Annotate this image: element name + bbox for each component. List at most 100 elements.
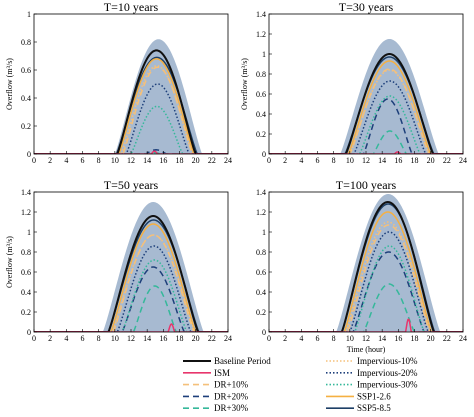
x-tick-label: 24: [224, 156, 232, 165]
series-line-baseline-period: [34, 215, 228, 332]
y-tick-label: 1.4: [256, 10, 266, 19]
panel-title: T=30 years: [339, 0, 394, 14]
y-tick-label: 0.8: [21, 248, 31, 257]
x-tick-label: 10: [346, 334, 354, 343]
y-axis-label: Overflow (m³/s): [5, 58, 14, 110]
legend-box: [179, 354, 441, 414]
series-line-ssp1-2-6: [269, 60, 463, 154]
series-line-impervious-20: [269, 80, 463, 154]
series-line-dr-10: [269, 68, 463, 154]
series-line-dr-20: [34, 266, 228, 332]
x-tick-label: 14: [378, 156, 386, 165]
x-tick-label: 16: [394, 156, 402, 165]
x-tick-label: 6: [316, 334, 320, 343]
series-line-ssp1-2-6: [34, 223, 228, 332]
series-line-baseline-period: [269, 53, 463, 154]
x-tick-label: 18: [176, 334, 184, 343]
x-tick-label: 10: [346, 156, 354, 165]
x-tick-label: 16: [159, 156, 167, 165]
x-tick-label: 16: [159, 334, 167, 343]
x-tick-label: 2: [48, 156, 52, 165]
legend-item-baseline-period: Baseline Period: [183, 356, 271, 366]
x-tick-label: 10: [111, 334, 119, 343]
series-line-impervious-30: [34, 259, 228, 332]
x-tick-label: 4: [64, 334, 68, 343]
x-tick-label: 8: [332, 156, 336, 165]
x-tick-label: 18: [176, 156, 184, 165]
panel-t-10-years: 0 2 4 6 8 10 12 14 16 18 20 22 2400.20.40.60.81T=10 …: [5, 0, 232, 165]
x-tick-label: 6: [81, 156, 85, 165]
y-axis-label: Overflow (m³/s): [5, 236, 14, 288]
x-tick-label: 14: [143, 156, 151, 165]
y-tick-label: 0.2: [21, 122, 31, 131]
series-line-dr-30: [269, 283, 463, 332]
legend-label: Baseline Period: [214, 356, 271, 366]
plot-area: [269, 39, 463, 154]
panel-t-50-years: 0 2 4 6 8 10 12 14 16 18 20 22 2400.20.40.60.811.21.…: [5, 178, 232, 343]
legend-item-dr-30: DR+30%: [183, 403, 249, 413]
panel-title: T=10 years: [104, 0, 159, 14]
plot-area: [34, 202, 228, 332]
x-tick-label: 12: [127, 156, 135, 165]
x-tick-label: 0: [267, 334, 271, 343]
x-tick-label: 24: [224, 334, 232, 343]
x-tick-label: 18: [411, 156, 419, 165]
x-tick-label: 2: [283, 156, 287, 165]
y-tick-label: 0.4: [256, 110, 266, 119]
x-tick-label: 4: [64, 156, 68, 165]
y-tick-label: 1.2: [21, 208, 31, 217]
y-tick-label: 1: [262, 50, 266, 59]
x-tick-label: 12: [362, 156, 370, 165]
panel-t-100-years: 0 2 4 6 8 10 12 14 16 18 20 22 2400.20.40.60.811.21.…: [256, 178, 467, 354]
x-tick-label: 22: [443, 334, 451, 343]
x-tick-label: 6: [81, 334, 85, 343]
y-tick-label: 0: [262, 328, 266, 337]
x-tick-label: 20: [192, 334, 200, 343]
legend-label: SSP1-2.6: [357, 391, 391, 401]
legend-label: ISM: [214, 368, 230, 378]
x-tick-label: 0: [32, 334, 36, 343]
y-tick-label: 0.6: [21, 66, 31, 75]
uncertainty-band: [34, 39, 228, 154]
y-tick-label: 0.2: [256, 130, 266, 139]
legend-label: DR+10%: [214, 380, 249, 390]
legend: Baseline Period ISM DR+10%DR+20% DR+30% Impe…: [179, 354, 441, 414]
x-tick-label: 10: [111, 156, 119, 165]
legend-label: SSP5-8.5: [357, 403, 391, 413]
series-line-dr-20: [269, 98, 463, 154]
y-axis-label: Overflow (m³/s): [240, 58, 249, 110]
x-tick-label: 4: [299, 334, 303, 343]
legend-label: DR+30%: [214, 403, 249, 413]
legend-item-impervious-30: Impervious-30%: [326, 380, 418, 390]
y-tick-label: 0.8: [256, 248, 266, 257]
x-tick-label: 16: [394, 334, 402, 343]
legend-label: Impervious-30%: [357, 380, 418, 390]
series-line-baseline-period: [269, 201, 463, 332]
x-tick-label: 2: [283, 334, 287, 343]
x-tick-label: 18: [411, 334, 419, 343]
x-tick-label: 20: [427, 156, 435, 165]
legend-label: Impervious-10%: [357, 356, 418, 366]
x-tick-label: 14: [378, 334, 386, 343]
y-tick-label: 1.4: [21, 188, 31, 197]
series-line-baseline-period: [34, 49, 228, 154]
y-tick-label: 0: [27, 328, 31, 337]
y-tick-label: 1.2: [256, 30, 266, 39]
x-tick-label: 0: [32, 156, 36, 165]
x-axis-label: Time (hour): [347, 345, 386, 354]
panel-t-30-years: 0 2 4 6 8 10 12 14 16 18 20 22 2400.20.40.60.811.21.…: [240, 0, 467, 165]
x-tick-label: 14: [143, 334, 151, 343]
y-tick-label: 0.4: [21, 288, 31, 297]
y-tick-label: 1: [27, 228, 31, 237]
legend-label: Impervious-20%: [357, 368, 418, 378]
legend-label: DR+20%: [214, 391, 249, 401]
x-tick-label: 22: [443, 156, 451, 165]
y-tick-label: 0.4: [21, 94, 31, 103]
y-tick-label: 0.4: [256, 288, 266, 297]
x-tick-label: 24: [459, 334, 467, 343]
legend-item-ism: ISM: [183, 368, 230, 378]
plot-area: [34, 39, 228, 154]
y-tick-label: 1: [262, 228, 266, 237]
x-tick-label: 24: [459, 156, 467, 165]
